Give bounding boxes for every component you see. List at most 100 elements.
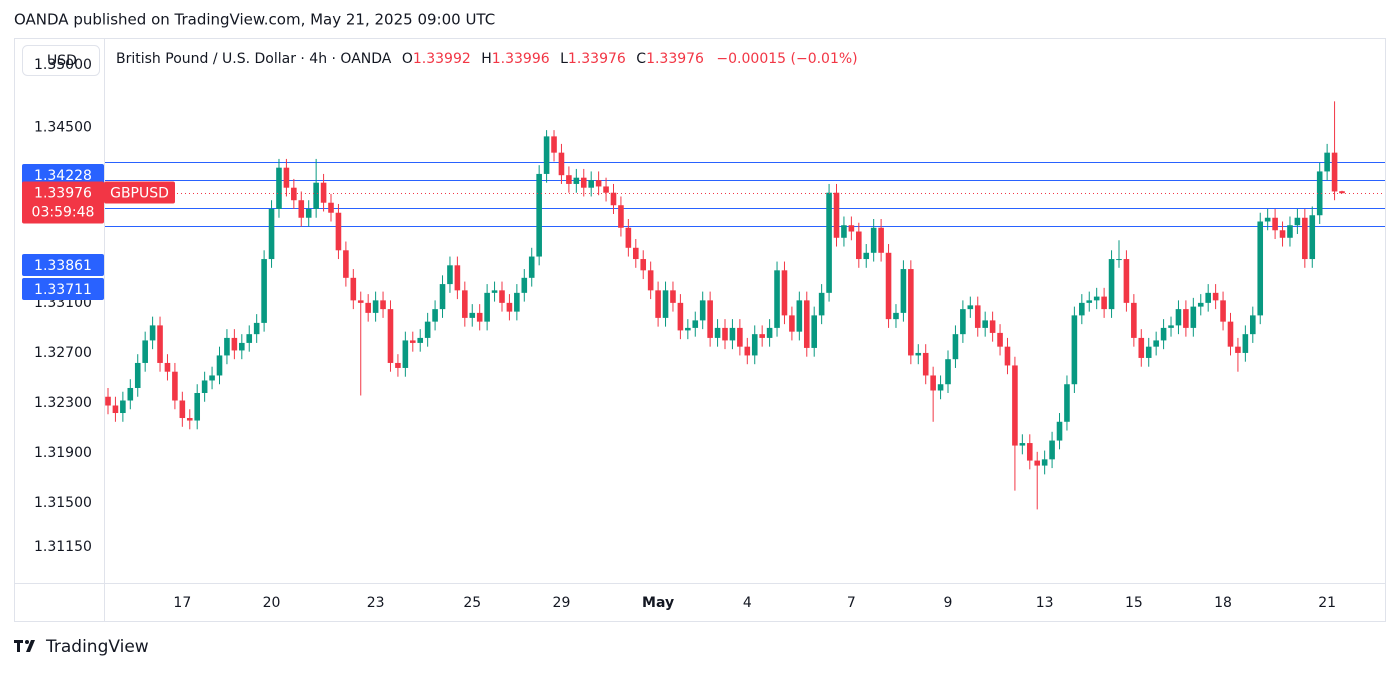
candle-body	[766, 327, 773, 338]
candle-body	[365, 302, 371, 313]
y-tick-label: 1.31900	[34, 445, 92, 461]
candle-body	[647, 270, 654, 291]
candle-body	[1235, 346, 1241, 353]
candle-body	[1093, 296, 1100, 301]
candle-body	[521, 277, 528, 293]
candle-body	[1227, 321, 1234, 347]
candle-body	[863, 252, 870, 260]
candle-body	[387, 309, 394, 363]
candle-body	[640, 259, 647, 271]
candle-body	[1101, 296, 1107, 310]
candle-body	[922, 352, 929, 376]
candle-body	[655, 290, 661, 318]
candle-body	[447, 265, 453, 285]
candle-body	[818, 292, 825, 316]
symbol-label: GBPUSD	[110, 186, 169, 202]
candle-body	[1034, 460, 1041, 466]
candle-body	[1302, 217, 1308, 260]
x-tick-label: 29	[553, 595, 571, 611]
candle-body	[224, 337, 230, 356]
candle-body	[625, 227, 632, 248]
candle-body	[1160, 327, 1167, 341]
candle-body	[1294, 217, 1301, 226]
candle-body	[729, 327, 736, 341]
candle-body	[1264, 217, 1271, 222]
candle-body	[305, 208, 312, 218]
candle-body	[848, 225, 855, 232]
currency-label[interactable]: USD	[47, 53, 77, 69]
symbol-label-box	[104, 181, 175, 204]
candle-body	[1197, 302, 1204, 307]
candle-body	[566, 175, 572, 184]
candle-body	[1145, 346, 1152, 358]
candle-body	[261, 259, 267, 323]
candle-body	[603, 186, 609, 193]
candle-body	[186, 418, 193, 421]
price-label-box	[22, 181, 104, 224]
candle-body	[997, 332, 1003, 347]
candle-body	[1249, 315, 1256, 335]
candle-body	[1116, 259, 1122, 261]
candle-body	[573, 177, 580, 184]
y-tick-label: 1.32300	[34, 395, 92, 411]
candle-body	[692, 320, 699, 328]
candle-body	[900, 269, 907, 313]
candle-body	[685, 327, 691, 331]
candle-body	[670, 290, 676, 303]
candle-body	[417, 337, 424, 343]
candle-body	[172, 371, 178, 401]
candle-body	[276, 167, 282, 209]
candle-body	[1026, 443, 1033, 461]
candle-body	[120, 400, 126, 414]
candle-body	[1190, 306, 1197, 328]
candle-body	[811, 315, 818, 348]
legend-high: 1.33996	[492, 51, 550, 67]
candle-body	[774, 270, 780, 328]
candle-body	[803, 300, 810, 348]
x-tick-label: 18	[1214, 595, 1232, 611]
candle-body	[833, 192, 840, 238]
legend-open-label: O	[402, 51, 413, 67]
level-label-box	[22, 164, 104, 186]
candle-body	[231, 337, 238, 351]
candle-body	[1071, 315, 1078, 385]
candle-body	[1079, 302, 1085, 316]
candle-body	[476, 312, 483, 322]
legend-low: 1.33976	[568, 51, 626, 67]
x-tick-label: 4	[743, 595, 752, 611]
candle-body	[1019, 443, 1026, 446]
countdown-label: 03:59:48	[32, 205, 95, 221]
candle-body	[885, 252, 892, 320]
candle-body	[1242, 334, 1249, 353]
y-tick-label: 1.31500	[34, 495, 92, 511]
candle-body	[1272, 217, 1278, 231]
candle-body	[1183, 309, 1189, 328]
candle-body	[179, 400, 186, 419]
currency-box[interactable]	[22, 45, 100, 76]
candle-body	[357, 300, 364, 303]
legend-name: British Pound / U.S. Dollar · 4h · OANDA	[116, 51, 392, 67]
y-tick-label: 1.32700	[34, 345, 92, 361]
brand-logo	[14, 640, 35, 652]
candle-body	[1287, 225, 1293, 238]
y-tick-label: 1.34500	[34, 120, 92, 136]
candle-body	[989, 320, 996, 333]
candle-body	[239, 342, 245, 351]
candle-body	[751, 334, 758, 356]
candle-body	[1123, 259, 1130, 303]
candle-body	[372, 300, 379, 313]
candle-body	[469, 312, 476, 318]
candle-body	[974, 305, 981, 328]
x-tick-label: 25	[463, 595, 481, 611]
candle-body	[484, 292, 490, 322]
candle-body	[722, 327, 728, 341]
candle-body	[610, 192, 617, 206]
candle-body	[543, 136, 550, 174]
candle-body	[395, 362, 401, 368]
candle-body	[157, 325, 163, 363]
legend-close: 1.33976	[646, 51, 704, 67]
candle-body	[878, 227, 884, 253]
candle-body	[870, 227, 877, 253]
candle-body	[536, 173, 542, 257]
candle-body	[826, 192, 832, 293]
